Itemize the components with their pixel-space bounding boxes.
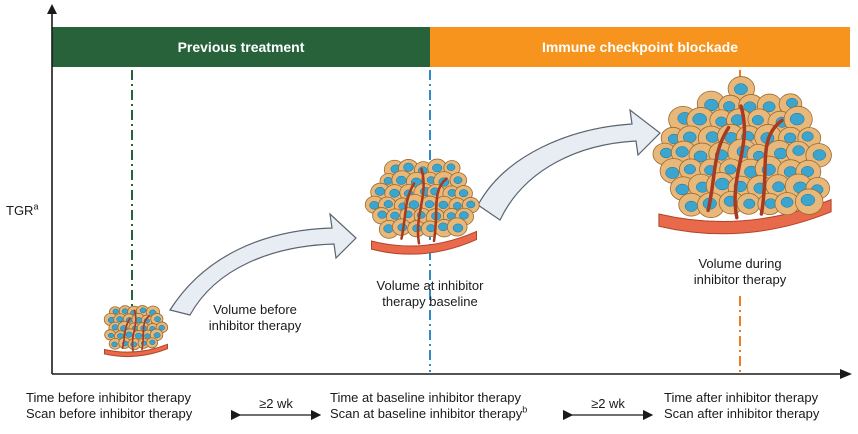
immune-checkpoint-bar	[430, 27, 850, 67]
blood-vessel	[733, 104, 747, 220]
cell-nucleus	[446, 163, 456, 171]
cell-nucleus	[684, 200, 698, 212]
cell-nucleus	[383, 224, 394, 233]
y-axis-label: TGRa	[6, 201, 39, 218]
cell-nucleus	[158, 325, 165, 331]
tumor-base	[658, 198, 832, 235]
cell-nucleus	[154, 316, 161, 322]
cell-nucleus	[692, 113, 707, 126]
label-volume-during: Volume during inhibitor therapy	[693, 256, 787, 287]
cell-nucleus	[743, 101, 757, 113]
cell-nucleus	[396, 175, 407, 185]
cell-nucleus	[812, 149, 827, 161]
cell-nucleus	[458, 189, 469, 198]
cell-nucleus	[134, 332, 142, 339]
timeline-baseline: Time at baseline inhibitor therapy Scan …	[330, 390, 528, 421]
cell-nucleus	[111, 324, 119, 331]
cell-nucleus	[424, 200, 435, 209]
interval-label-2: ≥2 wk	[591, 396, 625, 411]
cell-nucleus	[438, 222, 449, 232]
growth-arrow-2	[477, 108, 661, 221]
cell-nucleus	[453, 202, 462, 210]
cell-nucleus	[715, 177, 730, 191]
cell-nucleus	[734, 83, 748, 95]
blood-vessel	[121, 317, 131, 350]
cell-nucleus	[665, 166, 680, 179]
cell-nucleus	[121, 308, 129, 314]
cell-nucleus	[801, 131, 814, 142]
blood-vessel	[759, 118, 784, 216]
cell-nucleus	[783, 132, 797, 144]
cell-nucleus	[116, 316, 124, 323]
cell-nucleus	[466, 200, 476, 209]
immune-checkpoint-label: Immune checkpoint blockade	[541, 39, 739, 55]
blood-vessel	[706, 125, 731, 213]
blood-vessel	[141, 314, 151, 351]
cell-nucleus	[789, 112, 805, 126]
cell-nucleus	[112, 308, 119, 315]
cell-nucleus	[144, 333, 151, 339]
previous-treatment-label: Previous treatment	[177, 39, 305, 55]
cell-nucleus	[153, 332, 161, 339]
blood-vessel	[432, 177, 448, 243]
cell-nucleus	[751, 115, 764, 126]
cell-nucleus	[374, 186, 386, 196]
blood-vessel	[416, 167, 425, 245]
growth-arrow-1	[169, 212, 357, 316]
label-volume-baseline: Volume at inhibitor therapy baseline	[376, 278, 484, 309]
cell-nucleus	[675, 146, 689, 158]
cell-nucleus	[774, 147, 788, 160]
blood-vessel	[400, 182, 416, 240]
label-volume-before: Volume before inhibitor therapy	[208, 302, 302, 333]
blood-vessel	[131, 309, 137, 352]
tumor-base	[104, 343, 168, 358]
cell-nucleus	[125, 331, 133, 338]
cell-nucleus	[438, 200, 449, 209]
cell-nucleus	[800, 193, 816, 207]
cell-nucleus	[683, 164, 696, 175]
cell-nucleus	[390, 211, 400, 220]
cell-nucleus	[383, 177, 393, 185]
tumor-during-illustration	[652, 76, 832, 235]
timeline-after: Time after inhibitor therapy Scan after …	[664, 390, 820, 421]
cell-nucleus	[432, 163, 443, 173]
cell-nucleus	[724, 164, 737, 175]
cell-nucleus	[743, 198, 756, 209]
previous-treatment-bar	[52, 27, 430, 67]
cell-nucleus	[675, 183, 689, 196]
cell-nucleus	[389, 188, 400, 198]
cell-nucleus	[403, 162, 414, 172]
cell-nucleus	[130, 341, 138, 348]
cell-nucleus	[453, 176, 463, 184]
cell-nucleus	[149, 339, 156, 345]
cell-nucleus	[762, 101, 776, 113]
tumor-base	[371, 230, 477, 255]
cell-nucleus	[705, 131, 720, 143]
interval-label-1: ≥2 wk	[259, 396, 293, 411]
cell-nucleus	[693, 150, 708, 163]
timeline-before: Time before inhibitor therapy Scan befor…	[26, 390, 193, 421]
tumor-baseline-illustration	[364, 158, 480, 255]
cell-nucleus	[111, 341, 118, 348]
cell-nucleus	[139, 307, 147, 314]
cell-nucleus	[426, 224, 436, 232]
cell-nucleus	[792, 145, 805, 156]
cell-nucleus	[723, 101, 736, 112]
cell-nucleus	[459, 211, 469, 220]
cell-nucleus	[107, 332, 115, 339]
cell-nucleus	[408, 200, 420, 210]
cell-nucleus	[772, 181, 785, 193]
axes	[47, 4, 852, 379]
cell-nucleus	[383, 200, 393, 209]
cell-nucleus	[780, 196, 794, 208]
tumor-before-illustration	[103, 305, 169, 358]
cell-nucleus	[452, 223, 464, 233]
cell-nucleus	[660, 147, 673, 159]
cell-nucleus	[377, 210, 387, 219]
